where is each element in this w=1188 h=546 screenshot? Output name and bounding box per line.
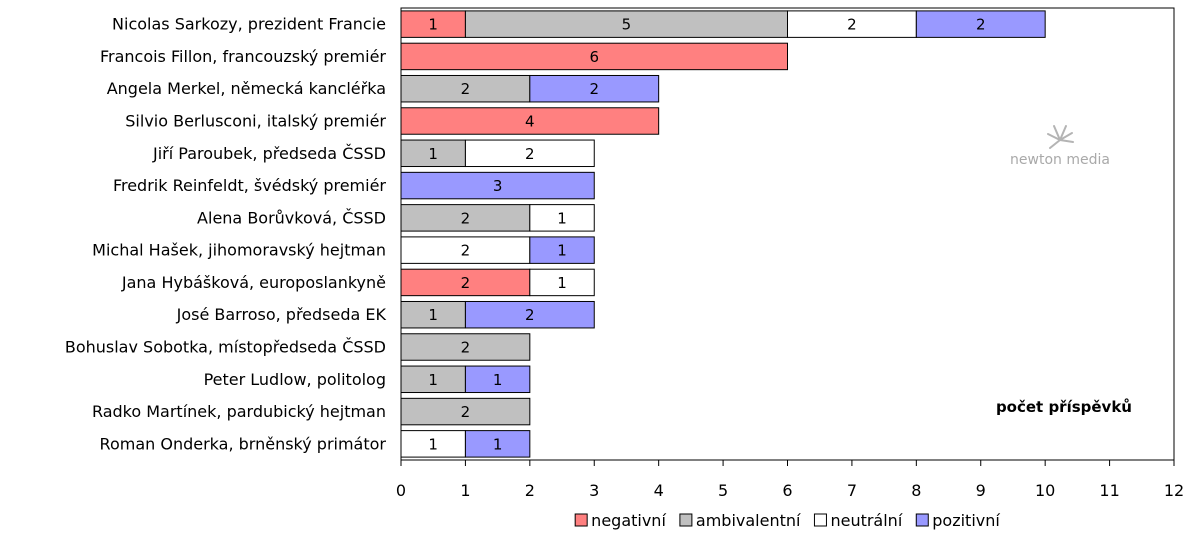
bar-segment [529,74,660,103]
data-label: 1 [428,306,438,324]
category-label: Nicolas Sarkozy, prezident Francie [112,15,386,34]
data-label: 2 [525,306,535,324]
bar-segment [400,397,531,426]
bar-segment [400,171,595,200]
x-tick-label: 10 [1035,481,1055,500]
data-label: 3 [493,177,503,195]
bar-segment [400,268,531,297]
data-label: 2 [461,274,471,292]
bar-segment [464,139,595,168]
category-label: Bohuslav Sobotka, místopředseda ČSSD [65,338,386,357]
legend: negativní ambivalentní neutrální pozitivní [574,511,1000,530]
x-tick-label: 2 [525,481,535,500]
data-label: 2 [461,403,471,421]
bar-segment [400,333,531,361]
category-label: Jiří Paroubek, předseda ČSSD [152,144,386,163]
bar-segment [400,236,531,264]
category-label: José Barroso, předseda EK [176,305,387,324]
bars-layer: 1 5 2 2 6 2 2 4 1 2 3 2 1 2 1 2 1 1 2 2 1 1 2 1 1 [400,10,1046,458]
category-label: Roman Onderka, brněnský primátor [100,434,387,453]
watermark-text: newton media [1010,152,1110,168]
bar-segment [400,430,466,458]
x-tick-label: 7 [847,481,857,500]
data-label: 2 [589,80,599,98]
legend-item: pozitivní [915,511,1000,530]
data-label: 1 [493,371,503,389]
x-tick-label: 5 [718,481,728,500]
legend-item: ambivalentní [679,511,801,530]
category-label: Peter Ludlow, politolog [204,370,386,389]
data-label: 2 [461,209,471,227]
category-label: Jana Hybášková, europoslankyně [121,273,386,292]
data-label: 1 [557,209,567,227]
bar-segment [915,10,1046,38]
x-tick-label: 8 [911,481,921,500]
legend-label: ambivalentní [696,511,801,530]
data-label: 1 [428,16,438,34]
data-label: 5 [622,16,632,34]
legend-swatch [574,513,588,527]
bar-segment [464,365,531,394]
category-label: Michal Hašek, jihomoravský hejtman [92,241,386,260]
category-label: Alena Borůvková, ČSSD [197,208,386,227]
bar-segment [400,42,788,71]
bar-segment [529,204,595,232]
x-tick-label: 12 [1164,481,1184,500]
category-label: Radko Martínek, pardubický hejtman [92,402,386,421]
data-label: 2 [525,145,535,163]
legend-label: neutrální [830,511,902,530]
bar-segment [400,107,660,135]
data-label: 1 [428,145,438,163]
legend-label: negativní [591,511,666,530]
x-tick-label: 1 [460,481,470,500]
legend-item: negativní [574,511,666,530]
data-label: 1 [428,435,438,453]
data-label: 2 [461,242,471,260]
data-label: 1 [557,274,567,292]
legend-swatch [813,513,827,527]
data-label: 2 [976,16,986,34]
x-tick-label: 0 [396,481,406,500]
x-tick-label: 9 [976,481,986,500]
data-label: 1 [493,435,503,453]
category-label: Silvio Berlusconi, italský premiér [125,112,386,131]
data-label: 1 [557,242,567,260]
bar-segment [400,300,466,329]
data-label: 6 [589,48,599,66]
bar-segment [529,268,595,297]
annotation-count-label: počet příspěvků [996,398,1132,416]
bar-segment [400,10,466,38]
x-tick-label: 3 [589,481,599,500]
bar-segment [529,236,595,264]
legend-swatch [915,513,929,527]
bar-segment [464,300,595,329]
category-label: Angela Merkel, německá kancléřka [107,79,386,98]
legend-item: neutrální [813,511,903,530]
category-label: Francois Fillon, francouzský premiér [100,47,386,66]
data-label: 1 [428,371,438,389]
star-logo-icon [1047,125,1074,149]
bar-segment [400,365,466,394]
x-tick-label: 6 [782,481,792,500]
bar-segment [787,10,917,38]
x-tick-label: 11 [1099,481,1119,500]
x-axis: 0 1 2 3 4 5 6 7 8 9 10 11 12 [396,459,1184,500]
watermark-logo: newton media [1010,125,1110,168]
data-label: 2 [461,339,471,357]
category-labels: Nicolas Sarkozy, prezident Francie Franco… [65,15,387,454]
bar-segment [400,74,531,103]
x-tick-label: 4 [654,481,664,500]
data-label: 4 [525,113,535,131]
data-label: 2 [461,80,471,98]
legend-swatch [679,513,693,527]
bar-segment [400,204,531,232]
data-label: 2 [847,16,857,34]
bar-segment [464,430,531,458]
category-label: Fredrik Reinfeldt, švédský premiér [113,176,386,195]
legend-label: pozitivní [932,511,1000,530]
bar-segment [400,139,466,168]
